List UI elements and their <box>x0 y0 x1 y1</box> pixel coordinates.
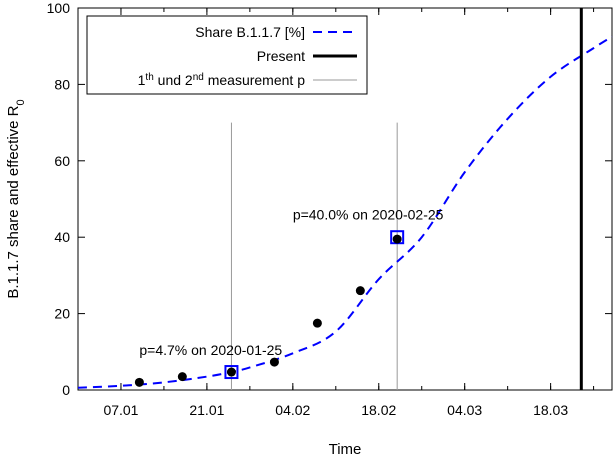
y-tick-label: 100 <box>47 0 71 16</box>
legend-label-part: nd <box>193 72 204 83</box>
observation-point <box>226 367 236 377</box>
measurement-label: p=40.0% on 2020-02-25 <box>293 206 444 222</box>
measurement-label: p=4.7% on 2020-01-25 <box>139 342 282 358</box>
legend: Share B.1.1.7 [%] Present 1th und 2nd meas… <box>86 15 368 95</box>
plot-frame <box>77 7 613 391</box>
observation-point <box>312 318 322 328</box>
measurement-marker <box>224 365 239 380</box>
x-tick-label: 04.03 <box>447 402 482 418</box>
legend-label-part: th <box>145 72 153 83</box>
y-tick-label: 20 <box>54 306 70 322</box>
legend-label-share: Share B.1.1.7 [%] <box>195 24 305 40</box>
x-tick-label: 21.01 <box>189 402 224 418</box>
x-axis-label: Time <box>329 441 362 458</box>
legend-label-part: measurement p <box>204 72 305 88</box>
x-tick-label: 07.01 <box>103 402 138 418</box>
y-axis-label: B.1.1.7 share and effective R0 <box>5 99 27 298</box>
y-axis-label-main: B.1.1.7 share and effective R <box>5 105 22 298</box>
y-tick-label: 80 <box>54 76 70 92</box>
share-series-line <box>77 35 613 389</box>
x-tick-label: 18.02 <box>361 402 396 418</box>
legend-label-part: und 2 <box>154 72 193 88</box>
y-tick-label: 0 <box>62 382 70 398</box>
observation-point <box>269 357 279 367</box>
x-tick-label: 18.03 <box>533 402 568 418</box>
legend-label-measurement: 1th und 2nd measurement p <box>138 72 306 89</box>
legend-label-present: Present <box>257 48 305 64</box>
y-tick-label: 60 <box>54 153 70 169</box>
observation-point <box>392 234 402 244</box>
x-tick-label: 04.02 <box>275 402 310 418</box>
observation-point <box>355 286 365 296</box>
plot-layer: 0 20 40 60 80 100 07.01 21.01 04.02 18.02 04.03 18.… <box>47 0 613 418</box>
legend-label-part: 1 <box>138 72 146 88</box>
observation-point <box>177 372 187 382</box>
y-axis-label-sub: 0 <box>15 99 27 105</box>
y-tick-label: 40 <box>54 229 70 245</box>
observation-point <box>134 377 144 387</box>
